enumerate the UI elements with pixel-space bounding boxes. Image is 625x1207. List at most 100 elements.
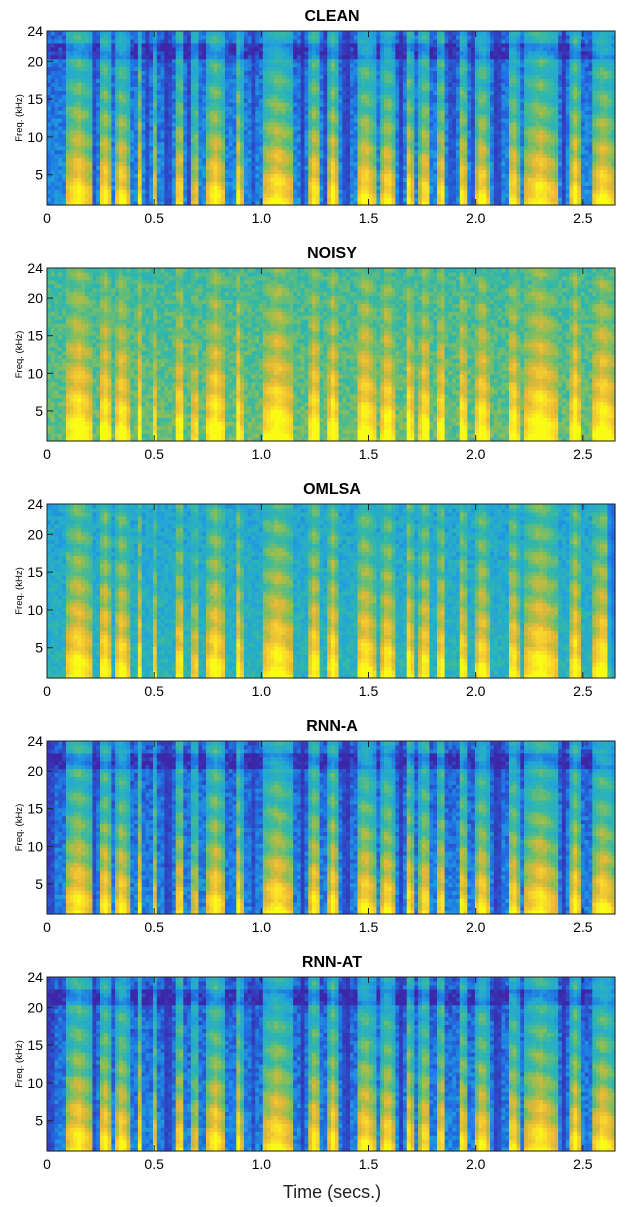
heatmap-cell — [47, 35, 51, 40]
heatmap-cell — [145, 31, 149, 36]
heatmap-cell — [369, 63, 373, 68]
heatmap-cell — [74, 154, 78, 159]
heatmap-cell — [316, 39, 320, 44]
heatmap-cell — [168, 114, 172, 119]
heatmap-cell — [304, 154, 308, 159]
heatmap-cell — [233, 173, 237, 178]
heatmap-cell — [346, 189, 350, 194]
heatmap-cell — [354, 94, 358, 99]
heatmap-cell — [293, 154, 297, 159]
heatmap-cell — [225, 106, 229, 111]
heatmap-cell — [206, 82, 210, 87]
heatmap-cell — [293, 193, 297, 198]
heatmap-cell — [365, 63, 369, 68]
heatmap-cell — [263, 197, 267, 202]
heatmap-cell — [119, 43, 123, 48]
heatmap-cell — [467, 181, 471, 186]
heatmap-cell — [373, 150, 377, 155]
heatmap-cell — [259, 110, 263, 115]
heatmap-cell — [395, 169, 399, 174]
heatmap-cell — [373, 193, 377, 198]
heatmap-cell — [320, 75, 324, 80]
heatmap-cell — [448, 78, 452, 83]
heatmap-cell — [312, 86, 316, 91]
heatmap-cell — [145, 94, 149, 99]
heatmap-cell — [191, 43, 195, 48]
heatmap-cell — [157, 118, 161, 123]
heatmap-cell — [354, 43, 358, 48]
heatmap-cell — [289, 98, 293, 103]
heatmap-cell — [233, 55, 237, 60]
heatmap-cell — [96, 193, 100, 198]
heatmap-cell — [134, 63, 138, 68]
heatmap-cell — [55, 134, 59, 139]
heatmap-cell — [191, 51, 195, 56]
heatmap-cell — [104, 39, 108, 44]
heatmap-cell — [350, 150, 354, 155]
heatmap-cell — [460, 31, 464, 36]
heatmap-cell — [138, 31, 142, 36]
heatmap-cell — [74, 106, 78, 111]
heatmap-cell — [293, 114, 297, 119]
heatmap-cell — [255, 197, 259, 202]
heatmap-cell — [176, 82, 180, 87]
heatmap-cell — [445, 177, 449, 182]
heatmap-cell — [111, 51, 115, 56]
heatmap-cell — [365, 86, 369, 91]
heatmap-cell — [376, 185, 380, 190]
heatmap-cell — [467, 114, 471, 119]
heatmap-cell — [210, 86, 214, 91]
heatmap-cell — [164, 118, 168, 123]
heatmap-cell — [153, 134, 157, 139]
heatmap-cell — [164, 43, 168, 48]
heatmap-cell — [414, 165, 418, 170]
heatmap-cell — [452, 55, 456, 60]
heatmap-cell — [47, 31, 51, 36]
heatmap-cell — [407, 63, 411, 68]
heatmap-cell — [395, 78, 399, 83]
heatmap-cell — [452, 106, 456, 111]
heatmap-cell — [263, 82, 267, 87]
heatmap-cell — [225, 31, 229, 36]
heatmap-cell — [316, 169, 320, 174]
heatmap-cell — [323, 71, 327, 76]
heatmap-cell — [471, 47, 475, 52]
heatmap-cell — [411, 63, 415, 68]
heatmap-cell — [47, 126, 51, 131]
heatmap-cell — [180, 173, 184, 178]
heatmap-cell — [392, 82, 396, 87]
heatmap-cell — [407, 94, 411, 99]
heatmap-cell — [85, 86, 89, 91]
heatmap-cell — [183, 185, 187, 190]
heatmap-cell — [77, 142, 81, 147]
heatmap-cell — [244, 82, 248, 87]
heatmap-cell — [392, 114, 396, 119]
heatmap-cell — [244, 162, 248, 167]
heatmap-cell — [380, 169, 384, 174]
heatmap-cell — [323, 158, 327, 163]
heatmap-cell — [172, 162, 176, 167]
heatmap-cell — [346, 173, 350, 178]
heatmap-cell — [441, 39, 445, 44]
heatmap-cell — [422, 39, 426, 44]
heatmap-cell — [123, 181, 127, 186]
heatmap-cell — [164, 158, 168, 163]
heatmap-cell — [229, 118, 233, 123]
heatmap-cell — [267, 158, 271, 163]
heatmap-cell — [464, 122, 468, 127]
heatmap-cell — [274, 75, 278, 80]
heatmap-cell — [70, 158, 74, 163]
heatmap-cell — [411, 47, 415, 52]
heatmap-cell — [251, 94, 255, 99]
heatmap-cell — [331, 43, 335, 48]
heatmap-cell — [240, 142, 244, 147]
heatmap-cell — [445, 71, 449, 76]
heatmap-cell — [55, 162, 59, 167]
heatmap-cell — [236, 118, 240, 123]
heatmap-cell — [198, 67, 202, 72]
heatmap-cell — [388, 75, 392, 80]
heatmap-cell — [108, 126, 112, 131]
heatmap-cell — [445, 98, 449, 103]
heatmap-cell — [445, 122, 449, 127]
heatmap-cell — [89, 185, 93, 190]
